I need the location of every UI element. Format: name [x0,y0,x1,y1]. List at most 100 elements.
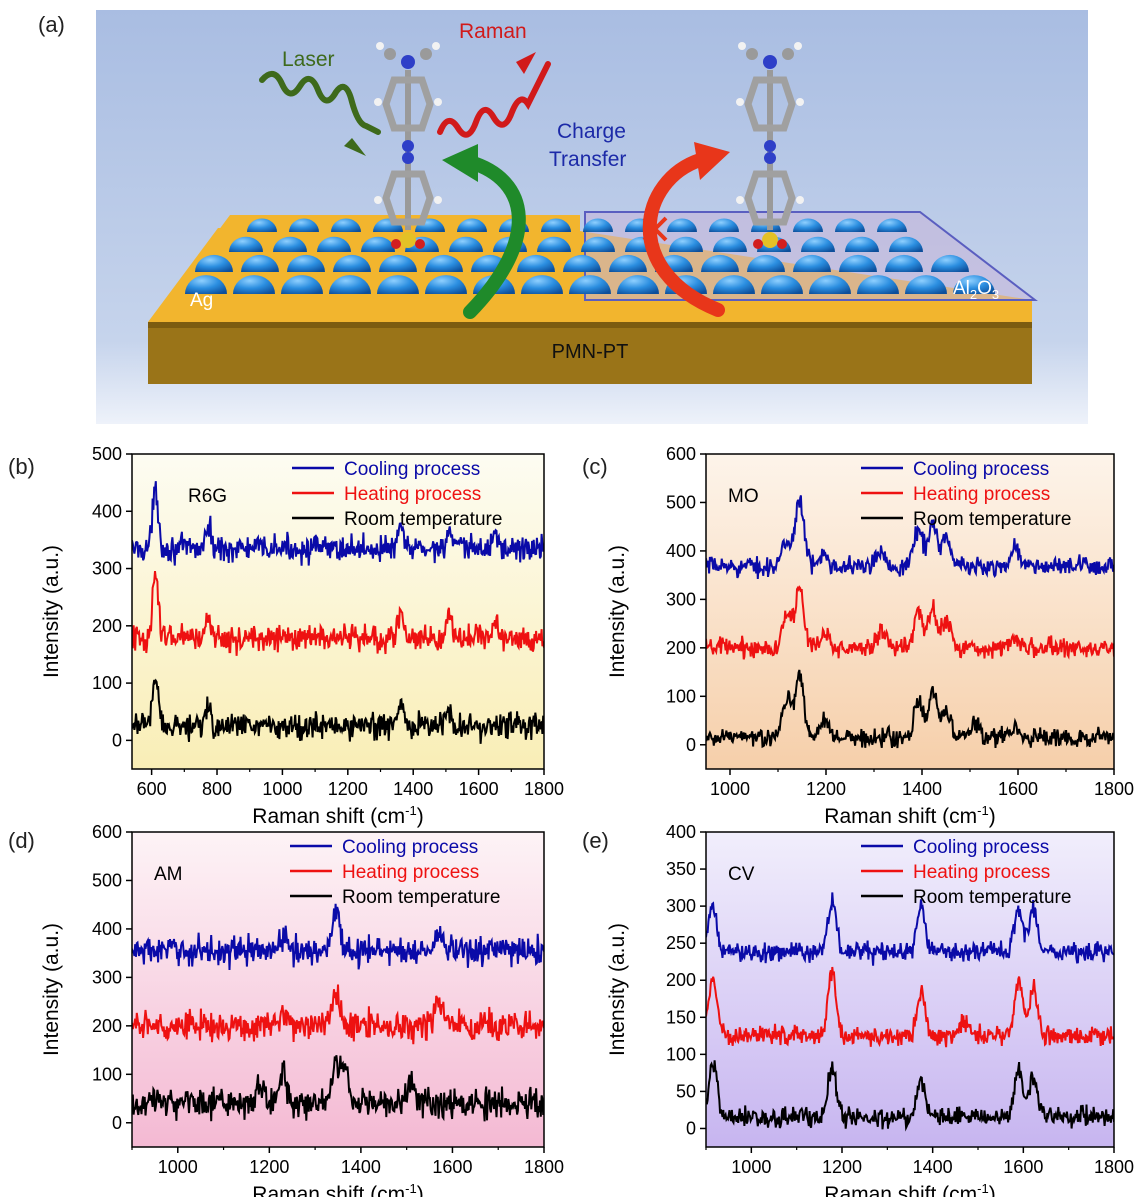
legend-label: Room temperature [342,887,500,908]
y-axis-label: Intensity (a.u.) [606,923,629,1056]
ag-nanoparticle [747,254,785,272]
x-tick-label: 1800 [1094,1157,1134,1177]
ag-nanoparticle [669,236,703,252]
y-tick-label: 300 [666,896,696,916]
ag-nanoparticle [701,254,739,272]
substrate-front [148,322,1032,384]
ag-nanoparticle [569,275,611,294]
legend-label: Cooling process [344,459,480,480]
blocked-cross [642,216,668,242]
y-tick-label: 350 [666,859,696,879]
series-line-heating-process [706,966,1114,1048]
molecule-right [736,42,804,249]
y-tick-label: 300 [92,559,122,579]
panel-label-c: (c) [582,454,608,479]
legend-label: Room temperature [913,887,1071,908]
y-tick-label: 0 [112,730,122,750]
series-line-cooling-process [706,495,1114,580]
molecule-left [374,42,442,249]
y-tick-label: 100 [666,1044,696,1064]
substrate-label: PMN-PT [552,341,629,363]
plot-frame [131,831,545,1148]
series-line-room-temperature [706,669,1114,749]
y-axis-label: Intensity (a.u.) [606,545,629,678]
panel-label-d: (d) [8,828,35,853]
ag-nanoparticle [713,236,747,252]
ag-nanoparticle [953,275,995,294]
x-tick-label: 1200 [822,1157,862,1177]
legend-label: Heating process [913,862,1050,883]
laser-wave [259,71,381,135]
ag-nanoparticle [801,236,835,252]
panel-label-e: (e) [582,828,609,853]
x-tick-label: 1800 [1094,779,1134,799]
x-tick-label: 1600 [998,779,1038,799]
series-line-room-temperature [132,1055,544,1122]
y-tick-label: 600 [92,822,122,842]
al2o3-label: Al2O3 [953,278,999,302]
schematic-panel: (a) PMN-PT Ag Al2O3 [38,10,1088,424]
y-tick-label: 500 [666,492,696,512]
ag-nanoparticle [229,236,263,252]
y-tick-label: 100 [92,673,122,693]
y-axis-label: Intensity (a.u.) [40,923,63,1056]
x-tick-label: 1000 [731,1157,771,1177]
x-tick-label: 1400 [341,1157,381,1177]
ag-nanoparticle [793,254,831,272]
ag-nanoparticle [609,254,647,272]
ag-nanoparticle [247,218,277,232]
ag-nanoparticle [185,275,227,294]
y-tick-label: 400 [666,541,696,561]
ag-nanoparticle [793,218,823,232]
ag-nanoparticle [761,275,803,294]
y-tick-label: 600 [666,444,696,464]
ag-nanoparticle [425,254,463,272]
ag-nanoparticle [457,218,487,232]
x-tick-label: 1200 [806,779,846,799]
series-line-cooling-process [132,481,544,566]
ag-nanoparticle [835,218,865,232]
y-tick-label: 300 [666,589,696,609]
x-tick-label: 1400 [902,779,942,799]
ag-nanoparticle [931,254,969,272]
y-tick-label: 200 [92,616,122,636]
series-line-heating-process [706,585,1114,660]
x-tick-label: 1200 [328,779,368,799]
legend-label: Cooling process [913,837,1049,858]
ag-nanoparticle [281,275,323,294]
plot-frame [131,453,545,770]
y-tick-label: 0 [686,735,696,755]
y-axis-label: Intensity (a.u.) [40,545,63,678]
chart-panel-c: 1000 1200 1400 1600 1800 0 100 200 300 400 500 600 R… [606,444,1134,828]
y-tick-label: 0 [112,1113,122,1133]
y-tick-label: 250 [666,933,696,953]
legend-label: Cooling process [342,837,478,858]
sample-label: R6G [188,486,227,507]
ag-nanoparticle [425,275,467,294]
panel-label-a: (a) [38,12,65,37]
raman-arrowhead [516,52,536,74]
laser-label: Laser [282,48,335,71]
ag-nanoparticle [905,275,947,294]
ag-nanoparticle [583,218,613,232]
ag-nanoparticle [331,218,361,232]
y-tick-label: 400 [666,822,696,842]
green-arrowhead [442,144,478,182]
ag-nanoparticle [287,254,325,272]
ag-nanoparticle [521,275,563,294]
plot-area [706,454,1114,769]
plot-frame [705,453,1115,770]
laser-arrowhead [344,138,366,156]
sample-label: MO [728,486,759,507]
x-tick-label: 1600 [1003,1157,1043,1177]
ag-nanoparticle [839,254,877,272]
series-line-cooling-process [706,892,1114,966]
plot-frame [705,831,1115,1148]
series-line-heating-process [132,984,544,1045]
legend-label: Heating process [342,862,479,883]
x-tick-label: 1000 [158,1157,198,1177]
y-tick-label: 400 [92,501,122,521]
y-tick-label: 0 [686,1118,696,1138]
red-arrowhead [694,142,730,180]
panel-label-b: (b) [8,454,35,479]
